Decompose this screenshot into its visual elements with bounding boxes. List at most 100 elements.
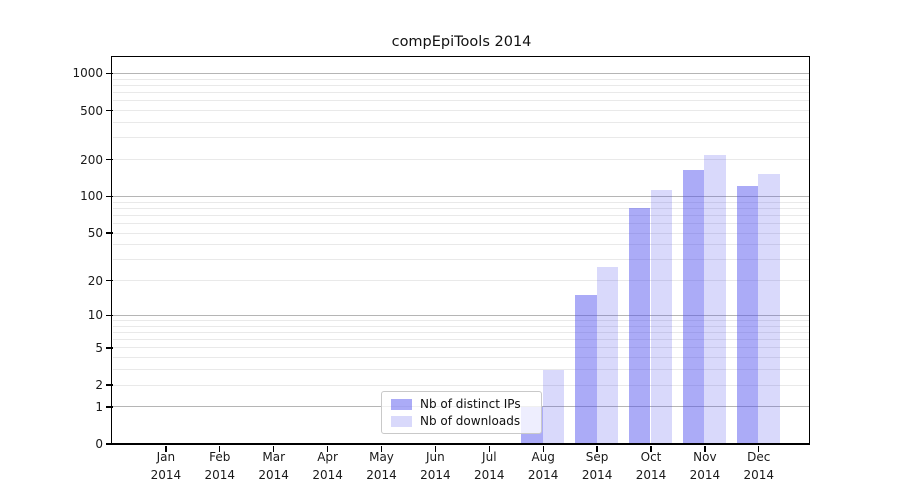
gridline-minor xyxy=(113,201,810,203)
y-tick xyxy=(105,109,113,112)
gridline-minor xyxy=(113,347,810,349)
x-tick-year: 2014 xyxy=(527,467,559,482)
gridline-minor xyxy=(113,122,810,123)
y-tick-label: 200 xyxy=(80,152,103,167)
x-tick-year: 2014 xyxy=(635,467,667,482)
chart-title: compEpiTools 2014 xyxy=(391,34,532,50)
y-tick-label: 0 xyxy=(95,437,103,451)
x-tick-year: 2014 xyxy=(581,467,613,482)
legend-swatch-downloads xyxy=(391,415,412,427)
gridline-major xyxy=(113,195,810,197)
bar-downloads-aug xyxy=(542,369,565,444)
gridline-minor xyxy=(113,259,810,261)
legend-item-downloads: Nb of downloads xyxy=(391,414,541,428)
x-tick xyxy=(650,446,652,452)
bar-downloads-sep xyxy=(596,267,618,444)
x-tick-year: 2014 xyxy=(743,467,775,482)
x-tick-label: Sep 2014 xyxy=(566,449,628,484)
y-tick-label: 1 xyxy=(95,399,103,414)
y-tick xyxy=(105,158,113,161)
gridline-minor xyxy=(113,214,810,216)
y-tick-label: 1000 xyxy=(72,66,103,81)
gridline-minor xyxy=(113,320,810,321)
x-tick-year: 2014 xyxy=(420,467,451,482)
x-tick-label: Jul 2014 xyxy=(458,449,520,484)
bar-downloads-dec xyxy=(758,173,780,444)
bar-downloads-oct xyxy=(650,189,672,444)
gridline-minor xyxy=(113,110,810,112)
gridline-minor xyxy=(113,357,810,359)
y-tick xyxy=(105,72,113,75)
x-tick-label: Oct 2014 xyxy=(620,449,682,484)
legend-label: Nb of downloads xyxy=(420,414,521,428)
bar-distinct-ips-nov xyxy=(683,170,705,444)
gridline-minor xyxy=(113,232,810,234)
y-tick xyxy=(105,232,113,234)
x-tick-month: Feb xyxy=(209,450,231,464)
x-tick xyxy=(596,446,598,452)
x-tick-label: Feb 2014 xyxy=(189,449,251,484)
legend-label: Nb of distinct IPs xyxy=(420,397,521,411)
x-tick-month: May xyxy=(369,450,394,464)
x-tick-month: Oct xyxy=(640,450,662,464)
y-tick-label: 2 xyxy=(95,378,103,393)
x-tick-label: Aug 2014 xyxy=(512,449,574,484)
gridline-minor xyxy=(113,331,810,333)
x-tick xyxy=(488,446,490,452)
x-tick-label: Nov 2014 xyxy=(674,449,736,484)
bar-distinct-ips-oct xyxy=(629,207,651,444)
x-tick-month: Sep xyxy=(585,450,609,464)
legend: Nb of distinct IPs Nb of downloads xyxy=(381,391,542,434)
x-tick-month: Jul xyxy=(482,450,497,464)
bar-distinct-ips-dec xyxy=(736,185,759,444)
x-tick-month: Jun xyxy=(426,450,445,464)
legend-swatch-distinct-ips xyxy=(391,398,412,410)
x-tick xyxy=(326,446,329,452)
x-tick-year: 2014 xyxy=(312,467,343,482)
y-tick-label: 20 xyxy=(87,273,103,288)
y-tick xyxy=(105,314,113,317)
gridline-minor xyxy=(113,159,810,161)
plot-area xyxy=(111,56,811,446)
gridline-minor xyxy=(113,137,810,139)
x-tick-month: Jan xyxy=(156,450,176,464)
gridline-minor xyxy=(113,244,810,246)
x-tick-year: 2014 xyxy=(689,467,721,482)
gridline-minor xyxy=(113,280,810,282)
x-tick xyxy=(273,446,275,452)
x-tick-year: 2014 xyxy=(204,467,236,482)
y-tick-label: 50 xyxy=(87,226,103,241)
x-tick-month: Dec xyxy=(747,450,771,464)
x-tick xyxy=(380,446,383,452)
y-tick xyxy=(105,443,113,445)
x-tick-label: Mar 2014 xyxy=(243,449,305,484)
x-tick-year: 2014 xyxy=(150,467,182,482)
y-tick-label: 500 xyxy=(80,103,103,118)
y-tick-label: 10 xyxy=(87,308,103,323)
x-tick-month: Nov xyxy=(693,450,717,464)
gridline-minor xyxy=(113,325,810,327)
gridline-minor xyxy=(113,369,810,371)
gridline-minor xyxy=(113,78,810,80)
gridline-minor xyxy=(113,84,810,86)
y-tick xyxy=(105,406,113,408)
x-tick xyxy=(542,446,544,452)
y-tick xyxy=(105,280,113,282)
x-tick-label: Dec 2014 xyxy=(728,449,790,484)
x-tick-label: Apr 2014 xyxy=(297,449,359,484)
gridline-minor xyxy=(113,207,810,209)
x-tick xyxy=(758,446,760,452)
gridline-minor xyxy=(113,92,810,94)
x-tick-month: Apr xyxy=(317,450,338,464)
gridline-minor xyxy=(113,100,810,102)
x-tick-month: Aug xyxy=(531,450,555,464)
x-tick-year: 2014 xyxy=(366,467,397,482)
x-tick xyxy=(704,446,706,452)
x-tick-label: Jun 2014 xyxy=(404,449,466,484)
x-tick xyxy=(165,446,167,452)
x-tick-year: 2014 xyxy=(258,467,289,482)
legend-item-distinct-ips: Nb of distinct IPs xyxy=(391,397,541,411)
gridline-major xyxy=(113,314,810,316)
gridline-minor xyxy=(113,384,810,386)
